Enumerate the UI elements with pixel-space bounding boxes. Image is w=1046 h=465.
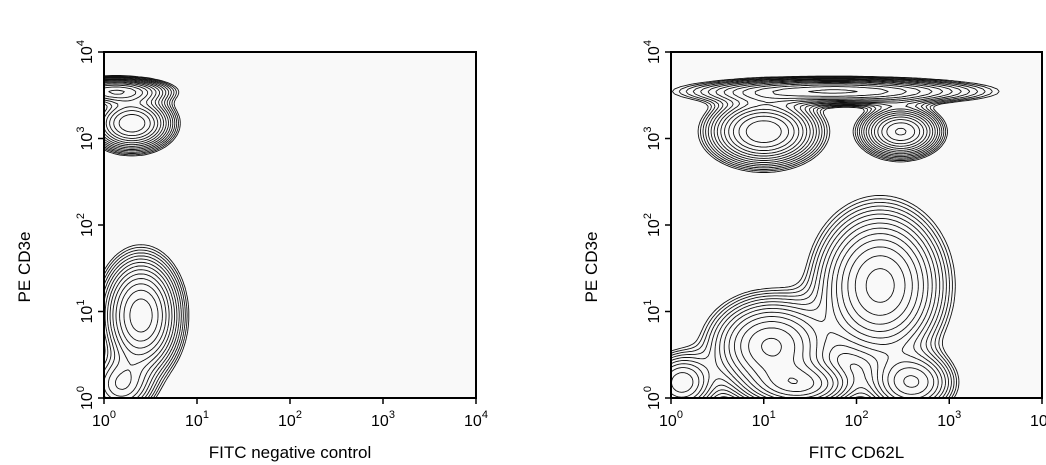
y-tick-label: 102 xyxy=(75,213,96,237)
contour-level-8 xyxy=(670,81,944,399)
x-tick-label: 104 xyxy=(1030,409,1046,430)
y-tick-label: 100 xyxy=(75,386,96,410)
x-tick-label: 100 xyxy=(92,409,116,430)
contour-level-8 xyxy=(103,80,175,399)
x-tick-label: 100 xyxy=(659,409,683,430)
contour-level-10 xyxy=(724,83,929,399)
contour-plot-cd62l: 100 101 102 103 104 100 101 102 103 104 FITC CD62L… xyxy=(582,40,1046,462)
contour-plot-negative-control: 100 101 102 103 104 100 101 102 103 104 FITC negat… xyxy=(15,40,488,462)
contour-level-9 xyxy=(103,81,173,397)
y-tick-label: 100 xyxy=(642,386,663,410)
contour-level-12 xyxy=(732,86,921,392)
x-axis-label: FITC CD62L xyxy=(809,443,904,462)
y-tick-label: 102 xyxy=(642,213,663,237)
y-axis-label: PE CD3e xyxy=(15,232,34,303)
contour-level-12 xyxy=(103,84,163,349)
y-tick-label: 103 xyxy=(642,127,663,151)
y-axis-label: PE CD3e xyxy=(582,232,601,303)
y-tick-label: 101 xyxy=(642,300,663,324)
x-axis-label: FITC negative control xyxy=(209,443,372,462)
contour-level-9 xyxy=(671,81,935,399)
contour-level-5 xyxy=(103,77,182,399)
contour-level-11 xyxy=(103,83,167,356)
contour-level-14 xyxy=(745,120,907,303)
x-tick-label: 101 xyxy=(752,409,776,430)
x-tick-label: 101 xyxy=(185,409,209,430)
x-tick-label: 102 xyxy=(278,409,302,430)
contour-level-11 xyxy=(728,84,925,396)
contour-level-14 xyxy=(108,89,153,333)
x-tick-label: 102 xyxy=(845,409,869,430)
y-tick-label: 104 xyxy=(75,40,96,64)
contour-level-1 xyxy=(103,75,190,399)
y-tick-label: 104 xyxy=(642,40,663,64)
x-tick-label: 103 xyxy=(937,409,961,430)
x-tick-label: 104 xyxy=(464,409,488,430)
contour-lines xyxy=(103,75,190,399)
y-tick-label: 101 xyxy=(75,300,96,324)
contour-level-10 xyxy=(103,82,170,390)
x-tick-label: 103 xyxy=(371,409,395,430)
plot-area xyxy=(104,52,476,398)
y-tick-label: 103 xyxy=(75,127,96,151)
contour-level-4 xyxy=(670,77,979,399)
contour-level-13 xyxy=(103,86,159,342)
contour-level-13 xyxy=(738,89,916,384)
